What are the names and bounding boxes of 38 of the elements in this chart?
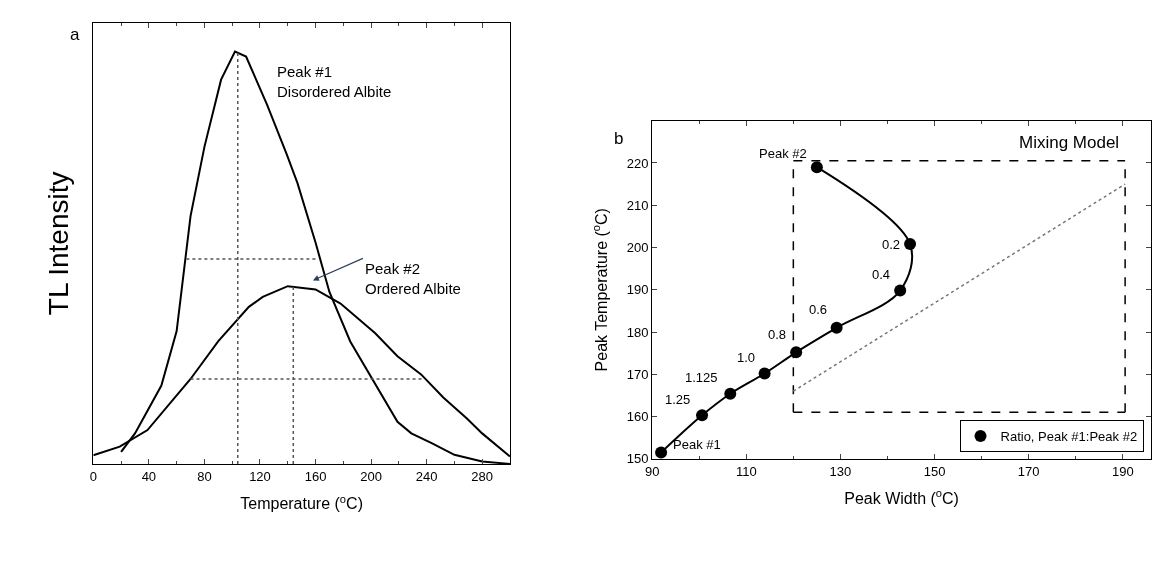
annotation: 0.4 <box>872 267 891 282</box>
annotation: 0.8 <box>768 327 787 342</box>
annotation: 1.25 <box>665 392 691 407</box>
y-tick-label: 190 <box>626 282 649 298</box>
x-tick-label: 200 <box>360 468 382 484</box>
annotation: Peak #2 Ordered Albite <box>365 260 461 297</box>
annotation: 0.2 <box>882 237 901 252</box>
text: a <box>70 25 80 44</box>
annotation: Peak #1 Disordered Albite <box>277 63 392 100</box>
x-tick-label: 190 <box>1111 463 1134 479</box>
text: b <box>614 129 624 148</box>
x-tick-label: 40 <box>141 468 157 484</box>
x-axis-title: Peak Width ($^{o}$C) <box>844 487 959 508</box>
x-tick-label: 130 <box>829 463 852 479</box>
annotation: Mixing Model <box>1019 133 1120 152</box>
y-tick-label: 220 <box>626 155 649 171</box>
x-tick-label: 280 <box>471 468 494 484</box>
y-tick-label: 170 <box>626 366 649 382</box>
legend-label: Ratio, Peak #1:Peak #2 <box>1000 429 1138 445</box>
annotation: Peak #2 <box>759 146 807 161</box>
x-tick-label: 240 <box>415 468 438 484</box>
y-tick-label: 210 <box>626 197 649 213</box>
annotation: 0.6 <box>809 302 828 317</box>
annotation: 1.0 <box>737 350 756 365</box>
x-tick-label: 80 <box>197 468 212 484</box>
x-tick-label: 0 <box>89 468 97 484</box>
y-tick-label: 160 <box>626 409 649 425</box>
x-tick-label: 170 <box>1017 463 1040 479</box>
y-axis-title: TL Intensity <box>42 171 74 316</box>
x-axis-title: Temperature ($^{o}$C) <box>240 492 363 513</box>
annotation: Peak #1 <box>673 437 721 452</box>
x-tick-label: 150 <box>923 463 946 479</box>
x-tick-label: 120 <box>249 468 271 484</box>
x-tick-label: 110 <box>735 463 757 479</box>
y-tick-label: 200 <box>626 240 649 256</box>
y-tick-label: 180 <box>626 324 649 340</box>
x-tick-label: 160 <box>304 468 327 484</box>
annotation: 1.125 <box>685 370 718 385</box>
